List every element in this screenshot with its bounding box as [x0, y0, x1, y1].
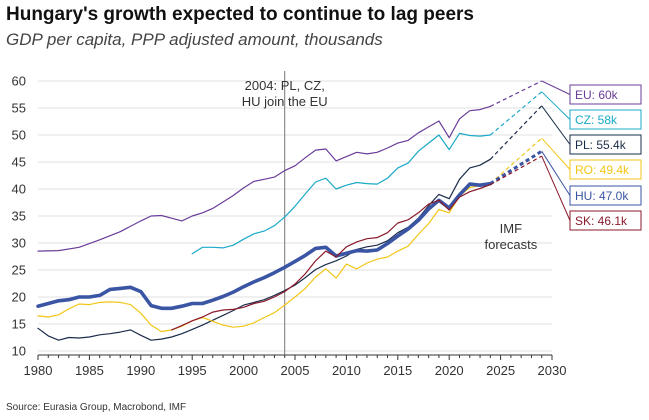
chart-title: Hungary's growth expected to continue to… [6, 4, 474, 25]
grid-lines [38, 80, 552, 352]
y-axis-ticks: 10 15 20 25 30 35 40 45 50 55 60 [12, 74, 26, 359]
series-lines [36, 80, 543, 341]
forecast-line-pl [489, 105, 543, 160]
y-tick-label: 15 [12, 317, 26, 332]
series-line-pl [37, 158, 491, 341]
series-line-ro [37, 183, 491, 333]
series-label-cz: CZ: 58k [575, 113, 618, 127]
x-tick-label: 2005 [281, 363, 310, 378]
forecast-line-ro [489, 137, 543, 185]
label-box-eu [569, 84, 642, 105]
label-box-ro [569, 159, 642, 180]
x-tick-label: 2020 [435, 363, 464, 378]
label-box-pl [569, 134, 642, 155]
label-box-hu [569, 185, 642, 206]
x-tick-label: 2000 [229, 363, 258, 378]
label-leader-pl [541, 105, 571, 145]
series-line-eu [37, 105, 491, 252]
label-box-cz [569, 109, 642, 130]
x-tick-label: 2025 [486, 363, 515, 378]
x-tick-label: 1990 [126, 363, 155, 378]
y-tick-label: 25 [12, 263, 26, 278]
series-line-hu [36, 181, 493, 311]
series-label-eu: EU: 60k [575, 88, 619, 102]
y-tick-label: 50 [12, 128, 26, 143]
eu-accession-label-line1: 2004: PL, CZ, [245, 78, 325, 93]
y-tick-label: 30 [12, 236, 26, 251]
label-leader-sk [541, 155, 571, 221]
x-tick-label: 2010 [332, 363, 361, 378]
eu-accession-label-line2: HU join the EU [242, 94, 328, 109]
label-leader-hu [541, 150, 571, 196]
series-line-cz [191, 132, 491, 255]
y-tick-label: 60 [12, 74, 26, 89]
forecast-label-line2: forecasts [485, 237, 538, 252]
forecast-line-eu [490, 80, 542, 107]
y-tick-label: 40 [12, 182, 26, 197]
label-leader-cz [541, 91, 571, 120]
label-leader-eu [541, 80, 571, 95]
source-note: Source: Eurasia Group, Macrobond, IMF [6, 402, 187, 413]
x-tick-label: 1980 [24, 363, 53, 378]
x-tick-label: 1985 [75, 363, 104, 378]
series-end-labels: EU: 60k CZ: 58k PL: 55.4k RO: 49.4k HU: 47.0… [541, 80, 642, 231]
series-line-sk [171, 184, 491, 331]
x-axis-ticks: 1980 1985 1990 1995 2000 2005 2010 2015 2020 2025… [24, 354, 567, 378]
y-tick-label: 55 [12, 101, 26, 116]
forecast-line-hu [489, 149, 543, 185]
forecast-label-line1: IMF [500, 221, 522, 236]
y-tick-label: 10 [12, 344, 26, 359]
series-label-ro: RO: 49.4k [575, 163, 630, 177]
series-label-pl: PL: 55.4k [575, 138, 627, 152]
x-tick-label: 2015 [383, 363, 412, 378]
x-tick-label: 1995 [178, 363, 207, 378]
series-label-hu: HU: 47.0k [575, 189, 629, 203]
label-leader-ro [541, 137, 571, 170]
x-tick-label: 2030 [538, 363, 567, 378]
label-box-sk [569, 210, 642, 231]
forecast-line-sk [490, 155, 542, 186]
y-tick-label: 35 [12, 209, 26, 224]
y-tick-label: 20 [12, 290, 26, 305]
series-label-sk: SK: 46.1k [575, 214, 628, 228]
y-tick-label: 45 [12, 155, 26, 170]
chart-subtitle: GDP per capita, PPP adjusted amount, tho… [6, 30, 383, 49]
